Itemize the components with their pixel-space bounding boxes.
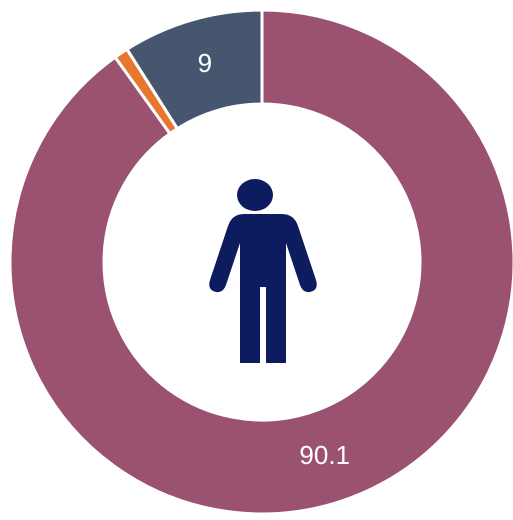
data-label: 90.1 — [299, 440, 350, 470]
donut-segment — [8, 8, 513, 516]
donut-segment — [124, 8, 264, 131]
person-icon — [209, 179, 317, 363]
data-label: 9 — [198, 48, 212, 78]
